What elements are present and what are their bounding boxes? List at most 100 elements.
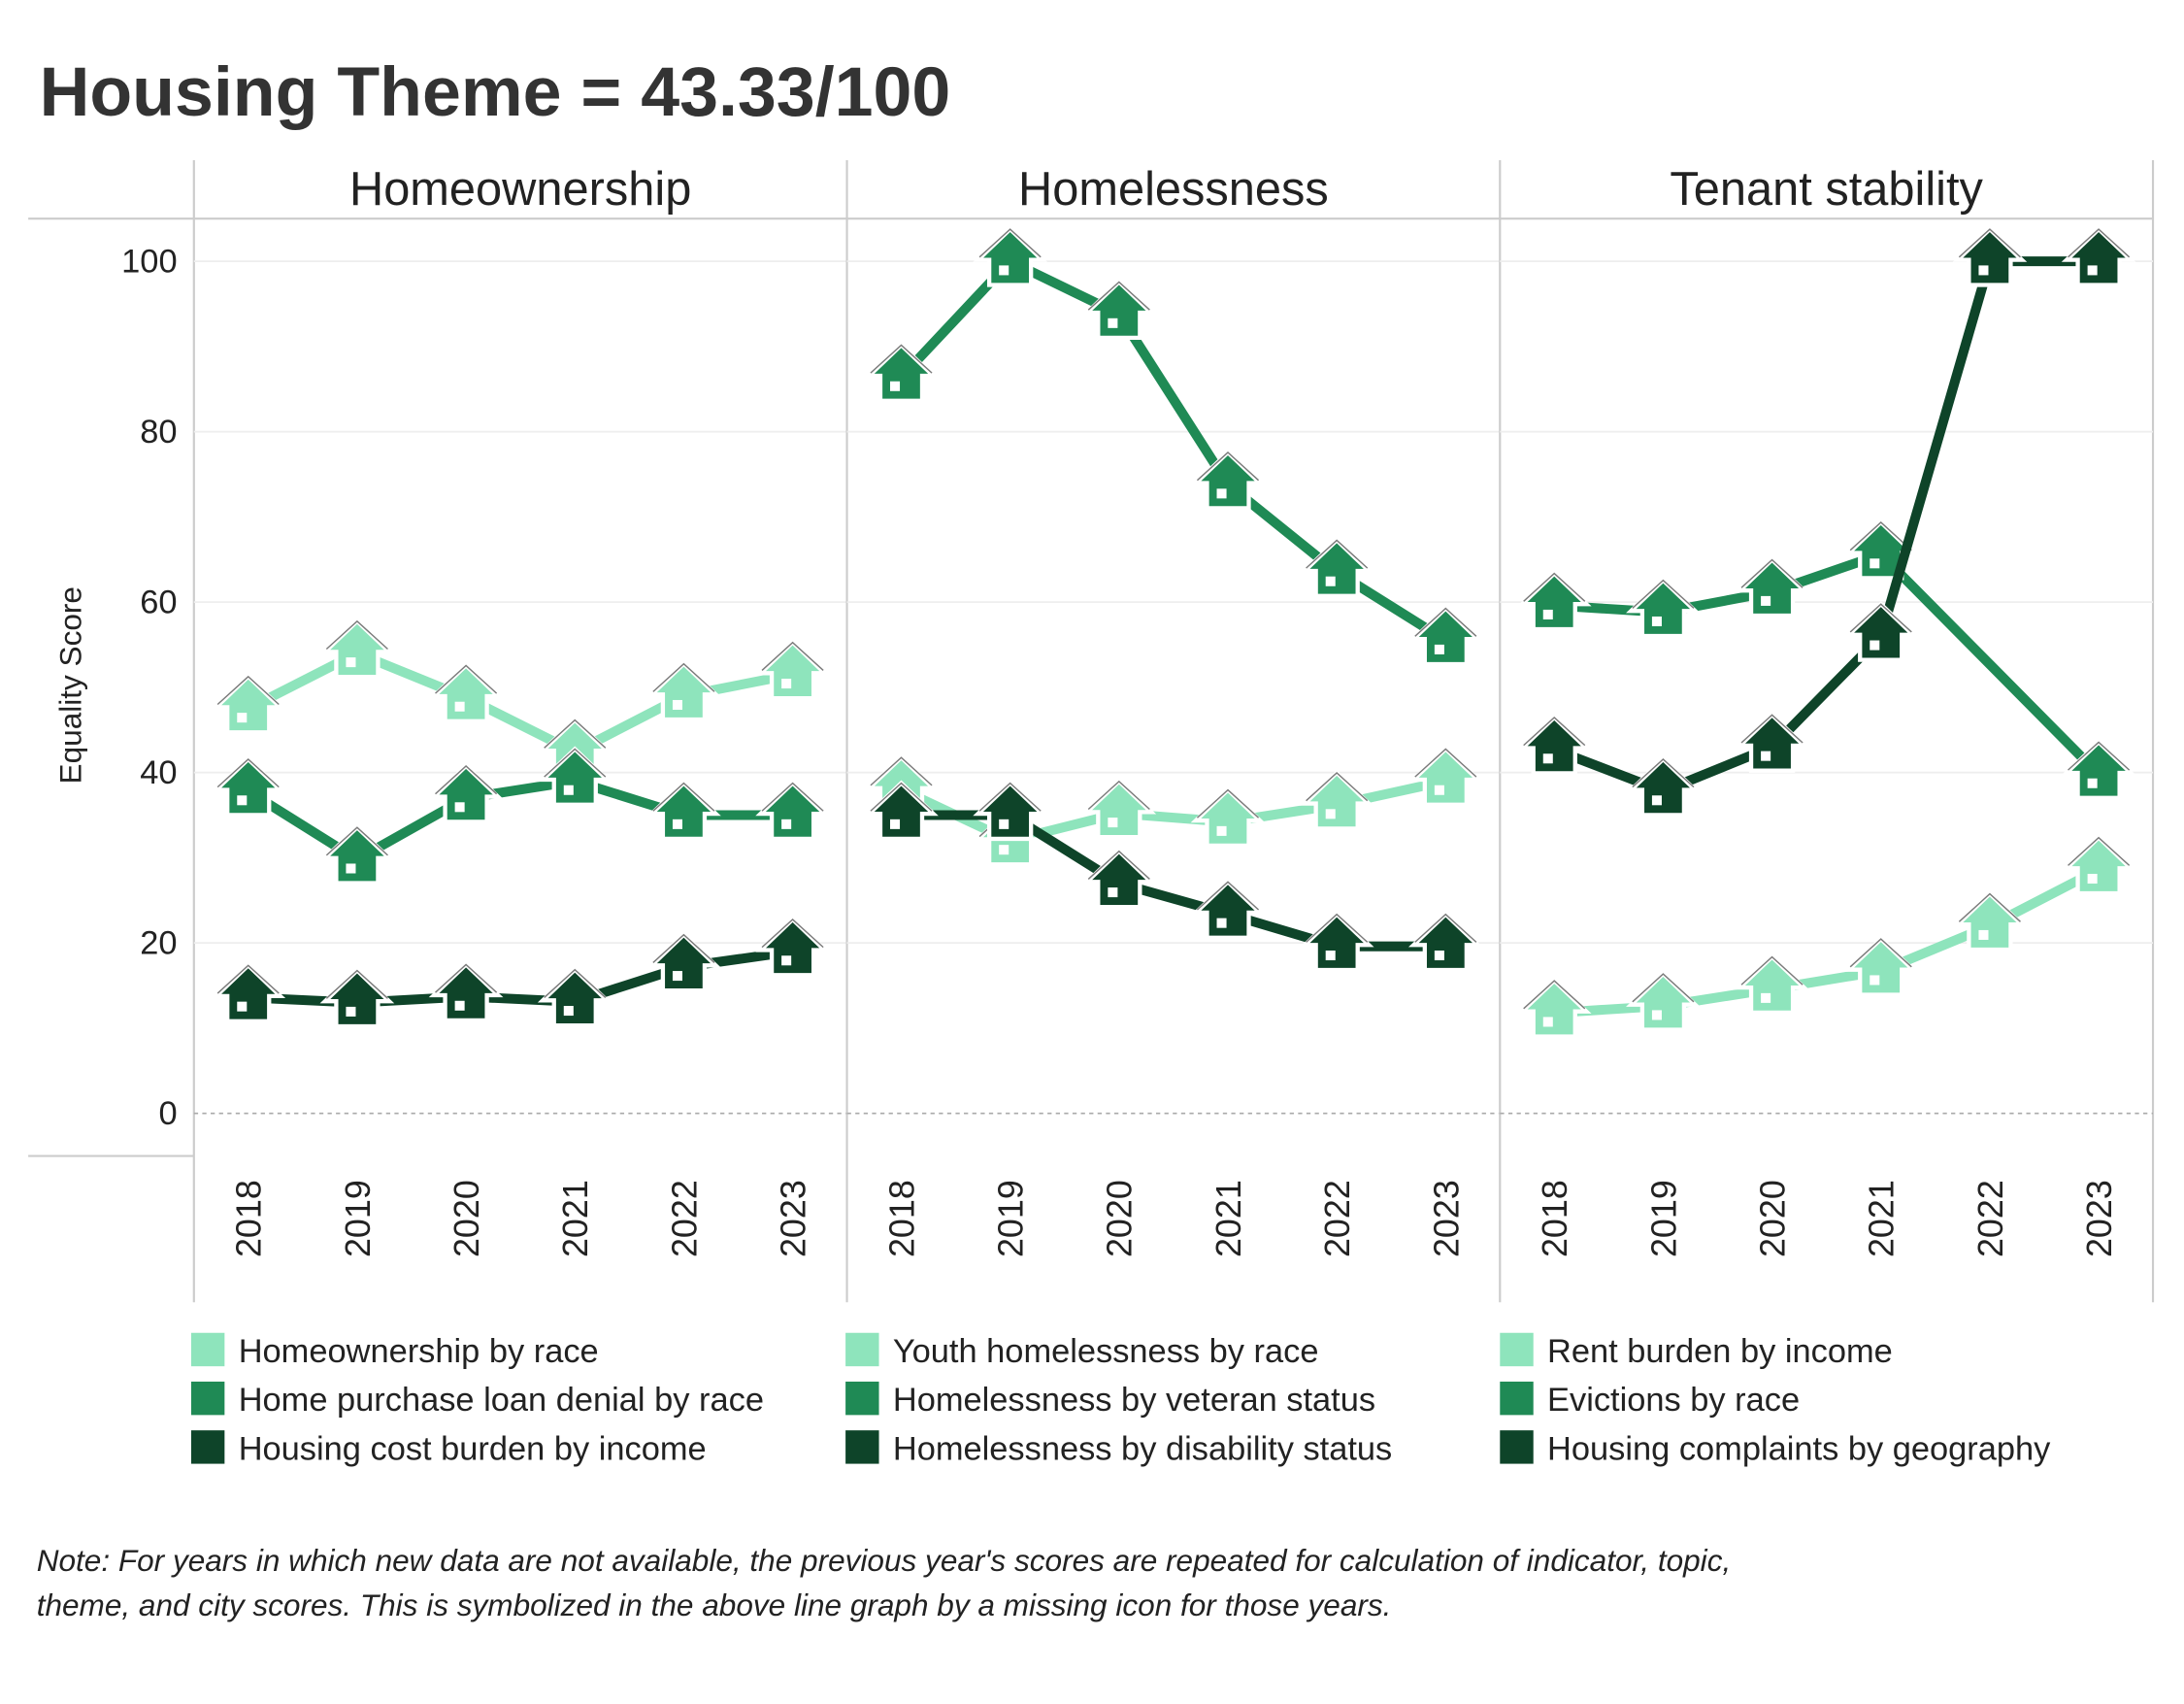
house-body: [646, 780, 721, 842]
house-marker: [211, 673, 286, 735]
house-marker: [428, 961, 504, 1022]
house-window: [999, 819, 1009, 829]
house-marker: [1952, 226, 2028, 287]
page-title: Housing Theme = 43.33/100: [40, 53, 951, 131]
house-body: [1190, 786, 1266, 849]
x-tick-label: 2021: [1209, 1180, 1248, 1257]
house-marker: [1407, 605, 1483, 667]
house-window: [1542, 753, 1553, 764]
house-marker: [1081, 279, 1157, 341]
house-body: [1952, 226, 2028, 287]
house-roof-outline: [1523, 980, 1586, 1010]
house-marker: [1081, 778, 1157, 840]
house-window: [1216, 825, 1227, 836]
x-tick-label: 2020: [1101, 1180, 1140, 1257]
house-window: [890, 381, 901, 391]
house-body: [211, 673, 286, 735]
house-roof-outline: [2068, 228, 2131, 258]
house-window: [1434, 785, 1444, 795]
house-roof-outline: [1740, 714, 1803, 744]
legend-swatch: [1500, 1381, 1534, 1416]
house-body: [2061, 226, 2136, 287]
x-tick-label: 2018: [1536, 1180, 1574, 1257]
legend-swatch: [190, 1381, 225, 1416]
house-body: [973, 780, 1048, 842]
y-tick-label: 60: [140, 585, 177, 621]
house-window: [2087, 265, 2098, 276]
house-window: [1651, 616, 1662, 627]
house-roof-outline: [1849, 603, 1912, 633]
house-body: [1081, 279, 1157, 341]
house-window: [1434, 950, 1444, 961]
house-body: [755, 780, 830, 842]
y-tick-label: 100: [121, 244, 177, 281]
series-line: [246, 776, 793, 865]
house-body: [1407, 746, 1483, 807]
house-roof-outline: [1632, 579, 1695, 609]
house-roof-outline: [1958, 892, 2021, 922]
y-tick-label: 20: [140, 925, 177, 962]
house-window: [1978, 929, 1989, 940]
house-marker: [1843, 601, 1919, 662]
house-roof-outline: [1087, 780, 1150, 811]
house-window: [1108, 818, 1118, 828]
x-tick-label: 2021: [1863, 1180, 1902, 1257]
x-tick-label: 2020: [447, 1180, 486, 1257]
legend-label: Housing complaints by geography: [1547, 1430, 2051, 1467]
house-roof-outline: [2068, 836, 2131, 866]
house-roof-outline: [544, 718, 607, 749]
house-body: [1626, 577, 1701, 639]
house-body: [1081, 778, 1157, 840]
house-marker: [428, 763, 504, 824]
house-roof-outline: [1632, 973, 1695, 1003]
house-marker: [1516, 978, 1592, 1039]
house-body: [211, 962, 286, 1023]
house-roof-outline: [652, 782, 715, 812]
house-roof-outline: [216, 964, 280, 994]
house-body: [1516, 570, 1592, 632]
house-marker: [2061, 739, 2136, 800]
series-line: [1552, 256, 2100, 796]
legend-label: Home purchase loan denial by race: [239, 1382, 764, 1419]
house-marker: [1735, 953, 1809, 1016]
house-marker: [1735, 556, 1809, 618]
house-roof-outline: [325, 619, 388, 651]
house-marker: [646, 660, 721, 722]
legend-label: Housing cost burden by income: [239, 1430, 707, 1467]
house-roof-outline: [870, 756, 933, 786]
house-roof-outline: [978, 228, 1042, 258]
house-roof-outline: [325, 969, 388, 999]
house-roof-outline: [1849, 938, 1912, 968]
house-roof-outline: [216, 757, 280, 788]
legend-swatch: [190, 1430, 225, 1464]
house-roof-outline: [1414, 607, 1477, 637]
house-window: [781, 679, 792, 689]
house-body: [1299, 770, 1374, 831]
house-marker: [1735, 712, 1809, 773]
house-roof-outline: [870, 344, 933, 374]
legend-swatch: [845, 1381, 879, 1416]
house-window: [1870, 640, 1880, 651]
house-roof-outline: [761, 782, 824, 812]
house-body: [1190, 450, 1266, 511]
series-line: [897, 256, 1449, 645]
house-roof-outline: [1087, 281, 1150, 311]
house-roof-outline: [1414, 748, 1477, 778]
house-window: [672, 699, 682, 711]
house-window: [454, 802, 465, 813]
house-body: [1081, 848, 1157, 910]
house-roof-outline: [435, 765, 498, 795]
x-tick-label: 2022: [1318, 1180, 1357, 1257]
y-axis-label: Equality Score: [53, 586, 88, 784]
house-body: [1952, 890, 2028, 952]
house-window: [1651, 1010, 1662, 1020]
panel-title: Homelessness: [1018, 163, 1329, 216]
panel-title: Tenant stability: [1670, 163, 1983, 216]
house-window: [1108, 887, 1118, 898]
house-marker: [319, 824, 395, 885]
house-roof-outline: [652, 662, 715, 692]
house-roof-outline: [1958, 228, 2021, 258]
house-marker: [319, 967, 395, 1029]
legend-label: Youth homelessness by race: [893, 1333, 1319, 1370]
house-roof-outline: [1523, 716, 1586, 747]
